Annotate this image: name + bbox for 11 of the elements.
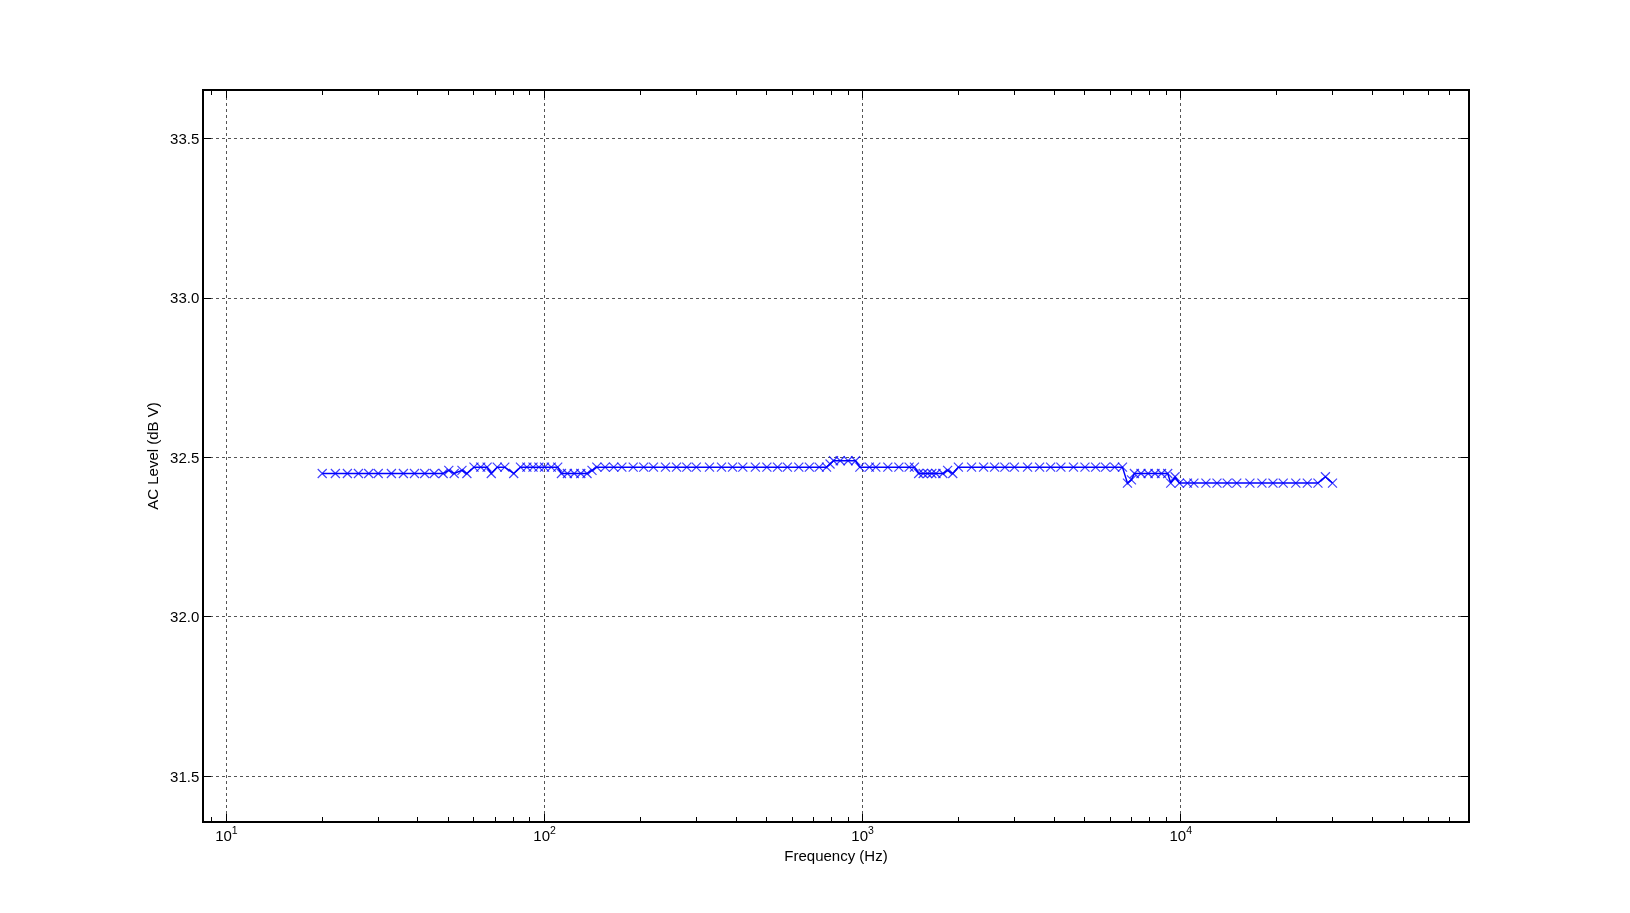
y-tick-label: 31.5 (170, 767, 200, 785)
y-tick-label: 33.0 (170, 289, 200, 307)
x-tick-label: 10$^{2}$ (533, 824, 556, 844)
x-tick-label: 10$^{4}$ (1169, 824, 1193, 844)
x-tick-label: 10$^{3}$ (851, 824, 875, 844)
x-tick-label: 10$^{1}$ (215, 824, 238, 844)
y-tick-label: 32.5 (170, 448, 200, 466)
y-tick-label: 32.0 (170, 608, 200, 626)
y-axis-title: AC Level (dB V) (143, 402, 161, 510)
y-tick-label: 33.5 (170, 130, 200, 148)
x-axis-title: Frequency (Hz) (784, 847, 888, 865)
